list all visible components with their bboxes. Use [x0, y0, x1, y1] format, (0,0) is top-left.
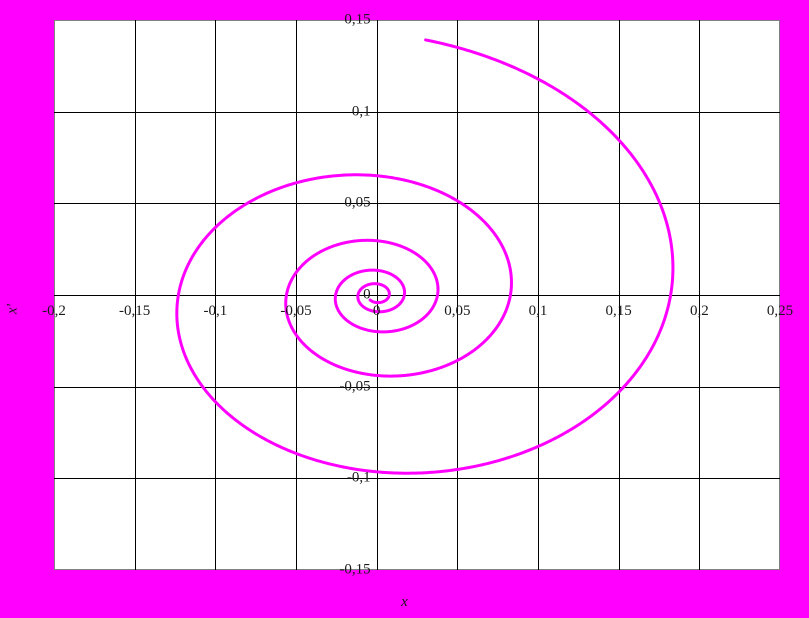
x-tick-label: -0,15 — [119, 303, 151, 319]
x-tick-label: -0,1 — [203, 303, 228, 319]
y-tick-label: 0,15 — [344, 11, 371, 28]
x-tick-label: 0,2 — [689, 303, 709, 319]
x-tick-label: 0,1 — [528, 303, 548, 319]
x-axis-title: x — [401, 594, 408, 610]
plot-area — [54, 20, 780, 570]
x-tick-label: -0,2 — [42, 303, 66, 319]
y-tick-label: -0,05 — [339, 378, 371, 395]
y-tick-label: 0,1 — [351, 103, 371, 120]
y-axis-title: x' — [4, 304, 21, 314]
y-tick-label: 0,05 — [344, 194, 371, 211]
x-tick-label: 0,05 — [444, 303, 471, 319]
x-tick-label: 0,15 — [605, 303, 632, 319]
y-tick-label: -0,1 — [346, 469, 371, 486]
x-tick-label: -0,05 — [280, 303, 312, 319]
x-tick-label: 0,25 — [766, 303, 794, 319]
y-tick-label: -0,15 — [339, 561, 371, 578]
y-tick-label: 0 — [363, 286, 371, 303]
x-tick-label: 0 — [372, 303, 381, 319]
